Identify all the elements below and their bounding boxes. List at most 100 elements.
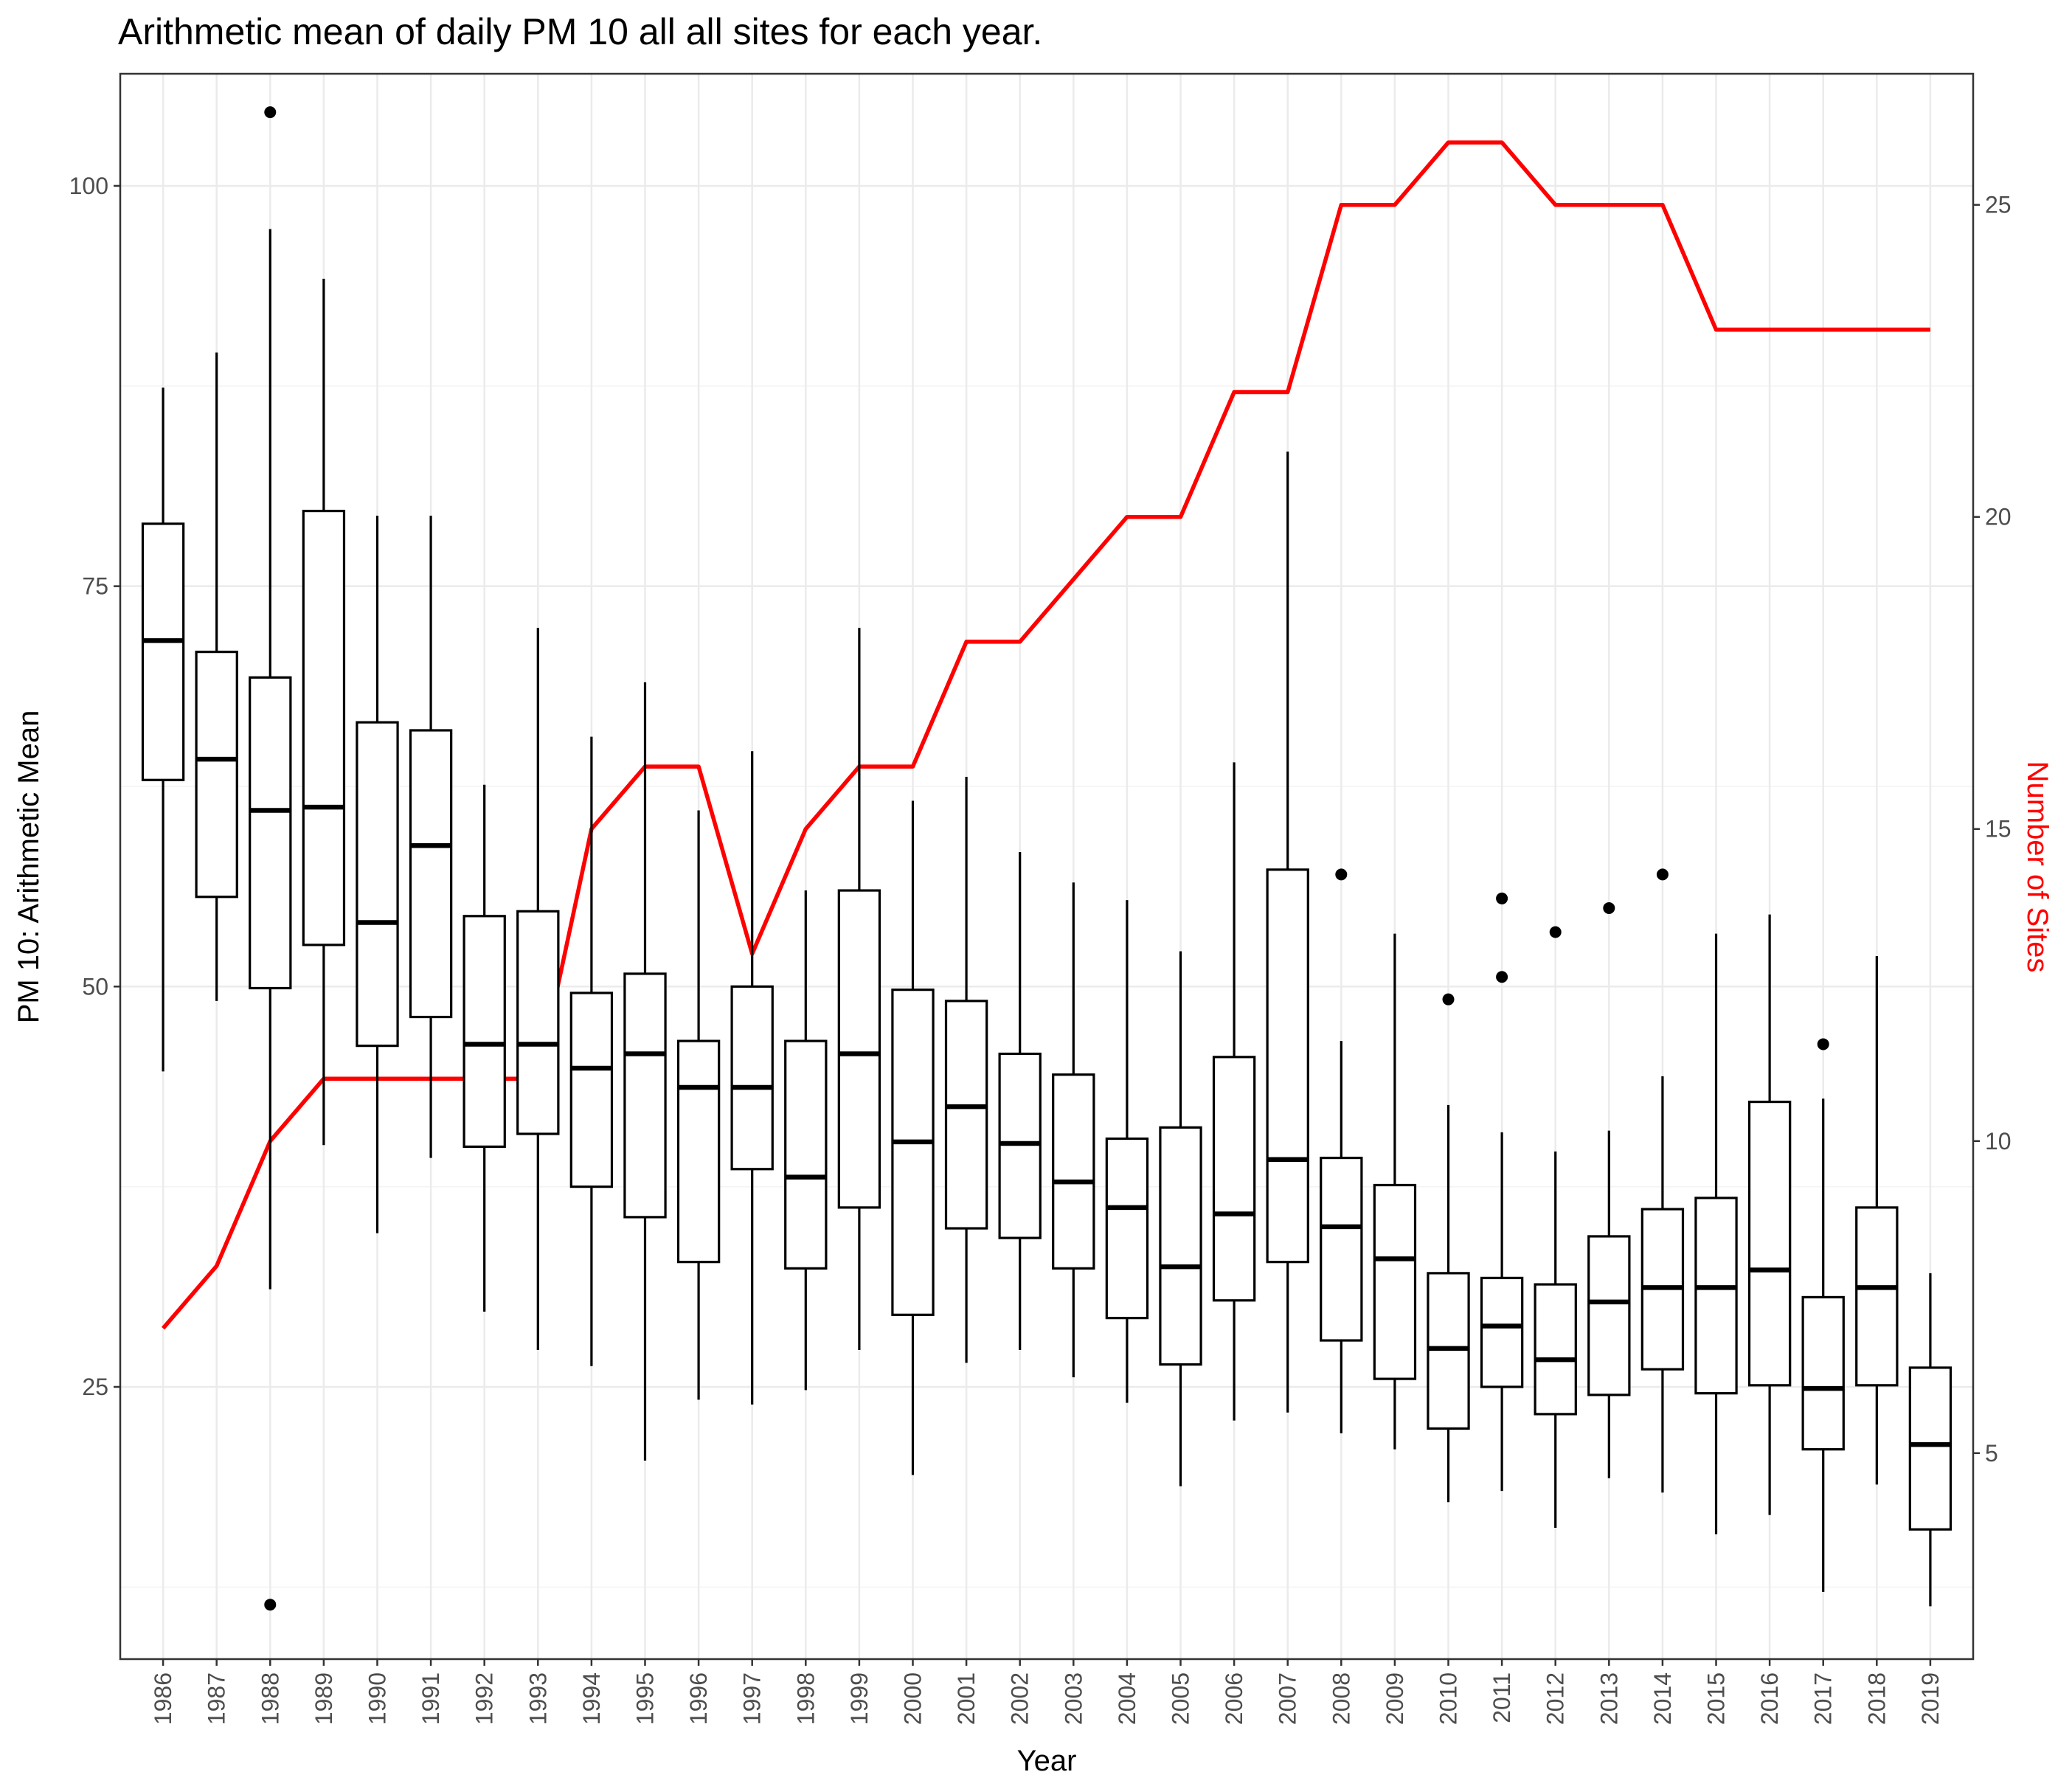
outlier-point: [1817, 1038, 1829, 1051]
boxplot-2012: [1534, 926, 1577, 1529]
box: [944, 1000, 988, 1230]
boxplot-2019: [1908, 1273, 1953, 1607]
y2-tick-label: 10: [1985, 1128, 2012, 1155]
x-tick-label: 2015: [1703, 1672, 1730, 1725]
boxplot-2007: [1266, 451, 1309, 1413]
box: [998, 1052, 1042, 1239]
box: [1855, 1206, 1899, 1387]
box: [249, 676, 292, 990]
x-tick-label: 1991: [417, 1672, 444, 1725]
boxplot-1997: [730, 751, 774, 1405]
box: [1320, 1156, 1363, 1342]
x-tick-label: 1996: [685, 1672, 712, 1725]
x-axis: 1986 1987 1988 1989 1990 1991 1992 1993 1994 1995…: [150, 1659, 1944, 1725]
box: [1587, 1235, 1631, 1396]
x-tick-label: 2013: [1595, 1672, 1622, 1725]
box: [1427, 1272, 1470, 1430]
x-tick-label: 2016: [1756, 1672, 1783, 1725]
outlier-point: [1335, 868, 1348, 881]
boxplot-2018: [1855, 956, 1899, 1485]
box: [623, 972, 667, 1219]
boxplot-1987: [195, 352, 238, 1001]
boxplot-2004: [1105, 900, 1149, 1403]
y-axis-right: 5 10 15 20 25: [1973, 192, 2012, 1467]
box: [1159, 1126, 1202, 1366]
boxplot-2010: [1427, 993, 1470, 1503]
x-tick-label: 2002: [1007, 1672, 1033, 1725]
x-tick-label: 2018: [1863, 1672, 1890, 1725]
boxplot-2017: [1801, 1038, 1845, 1592]
boxplots: [141, 106, 1953, 1611]
box: [1908, 1366, 1953, 1531]
boxplot-1988: [249, 106, 292, 1611]
x-tick-label: 1997: [739, 1672, 766, 1725]
box: [1534, 1283, 1577, 1416]
box: [356, 721, 399, 1048]
box: [195, 651, 238, 899]
box: [141, 522, 185, 781]
box: [1747, 1100, 1792, 1387]
box: [676, 1039, 721, 1264]
x-tick-label: 2009: [1382, 1672, 1408, 1725]
x-tick-label: 2012: [1542, 1672, 1569, 1725]
box: [837, 889, 881, 1209]
y2-tick-label: 15: [1985, 816, 2012, 842]
boxplot-2001: [944, 776, 988, 1363]
boxplot-1994: [569, 736, 614, 1366]
x-tick-label: 2017: [1810, 1672, 1837, 1725]
x-tick-label: 2001: [953, 1672, 980, 1725]
box: [516, 910, 560, 1135]
boxplot-1989: [302, 278, 346, 1146]
x-tick-label: 2008: [1328, 1672, 1354, 1725]
boxplot-1999: [837, 628, 881, 1351]
x-tick-label: 2019: [1917, 1672, 1944, 1725]
x-tick-label: 1988: [257, 1672, 283, 1725]
x-tick-label: 1993: [524, 1672, 551, 1725]
boxplot-1992: [462, 784, 506, 1312]
box: [569, 991, 614, 1188]
chart-title: Arithmetic mean of daily PM 10 all all s…: [118, 11, 1042, 52]
boxplot-2009: [1373, 933, 1417, 1450]
boxplot-2005: [1159, 951, 1202, 1486]
x-tick-label: 2004: [1114, 1672, 1140, 1725]
x-tick-label: 2006: [1221, 1672, 1247, 1725]
boxplot-2015: [1694, 933, 1738, 1534]
box: [784, 1039, 828, 1270]
outlier-point: [1549, 926, 1562, 938]
box: [1480, 1276, 1524, 1388]
y2-tick-label: 25: [1985, 192, 2012, 218]
x-tick-label: 2000: [900, 1672, 926, 1725]
x-tick-label: 1989: [311, 1672, 337, 1725]
outlier-point: [264, 106, 277, 119]
boxplot-2016: [1747, 914, 1792, 1515]
box: [302, 510, 346, 946]
y-tick-label: 100: [69, 173, 108, 199]
boxplot-1991: [409, 516, 453, 1158]
boxplot-2013: [1587, 901, 1631, 1478]
boxplot-1993: [516, 628, 560, 1351]
x-tick-label: 2003: [1060, 1672, 1087, 1725]
x-tick-label: 1990: [364, 1672, 391, 1725]
outlier-point: [1442, 993, 1455, 1006]
x-tick-label: 1986: [150, 1672, 176, 1725]
x-tick-label: 1992: [471, 1672, 498, 1725]
y2-tick-label: 20: [1985, 504, 2012, 530]
boxplot-1995: [623, 682, 667, 1461]
box: [409, 729, 453, 1019]
box: [891, 989, 935, 1316]
x-tick-label: 2005: [1168, 1672, 1194, 1725]
x-tick-label: 1995: [632, 1672, 659, 1725]
box: [1212, 1056, 1256, 1302]
outlier-point: [1603, 901, 1615, 914]
outlier-point: [1656, 868, 1669, 881]
y-axis-left: 25 50 75 100: [69, 173, 120, 1400]
plot-panel-border: [119, 72, 1975, 1661]
x-tick-label: 2011: [1489, 1672, 1515, 1723]
boxplot-1990: [356, 516, 399, 1233]
box: [1694, 1197, 1738, 1395]
boxplot-2011: [1480, 892, 1524, 1492]
boxplot-2006: [1212, 762, 1256, 1421]
boxplot-2014: [1640, 868, 1685, 1493]
boxplot-2002: [998, 851, 1042, 1351]
box: [462, 915, 506, 1148]
